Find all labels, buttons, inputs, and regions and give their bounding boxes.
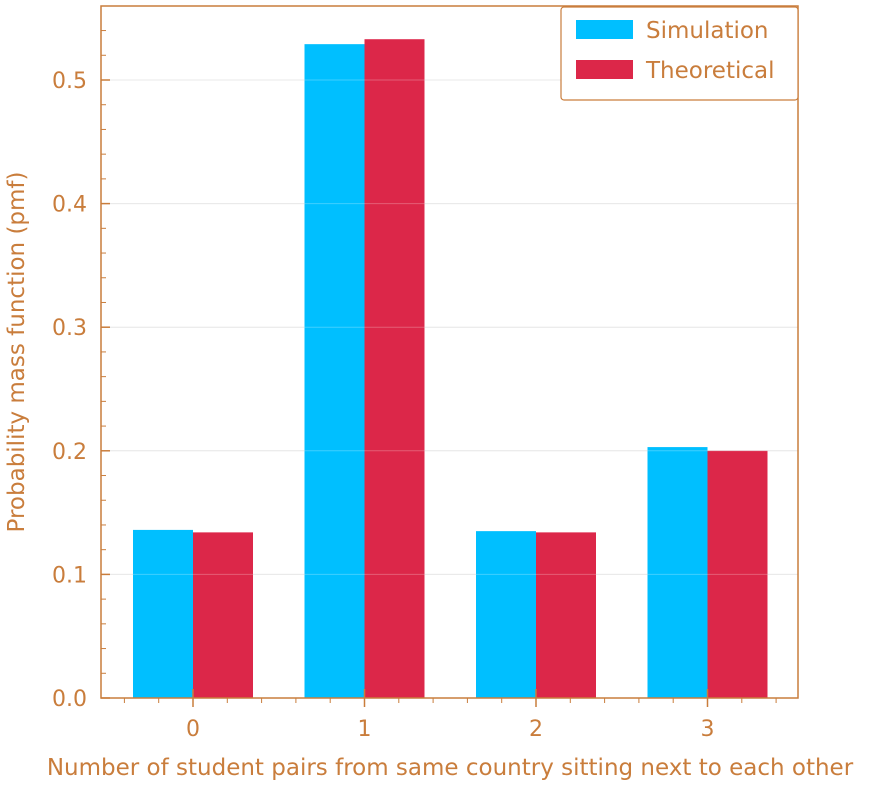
x-tick-label: 1 [358,717,372,742]
axis-ticks: 0.0 0.1 0.2 0.3 0.4 0.5 0 1 2 3 [52,30,777,742]
bar-theoretical-3 [707,450,768,698]
legend-label-theoretical: Theoretical [645,58,775,84]
y-tick-label: 0.0 [52,687,87,712]
x-tick-label: 3 [701,717,715,742]
y-tick-label: 0.4 [52,193,87,218]
bar-theoretical-2 [536,532,596,698]
legend-swatch-theoretical [576,60,633,79]
bar-theoretical-0 [193,532,253,698]
y-tick-label: 0.3 [52,316,87,341]
y-axis-title: Probability mass function (pmf) [4,172,30,533]
y-tick-label: 0.1 [52,563,87,588]
legend: Simulation Theoretical [560,6,799,101]
bars [101,39,798,699]
legend-swatch-simulation [576,20,633,39]
x-tick-label: 0 [186,717,200,742]
y-tick-label: 0.2 [52,440,87,465]
bar-simulation-0 [133,529,193,698]
bar-theoretical-1 [364,39,425,699]
y-tick-label: 0.5 [52,69,87,94]
legend-label-simulation: Simulation [646,18,769,44]
x-axis-title: Number of student pairs from same countr… [47,755,854,781]
bar-simulation-2 [476,531,536,698]
bar-simulation-1 [304,44,365,698]
x-tick-label: 2 [529,717,543,742]
bar-simulation-3 [647,447,708,698]
